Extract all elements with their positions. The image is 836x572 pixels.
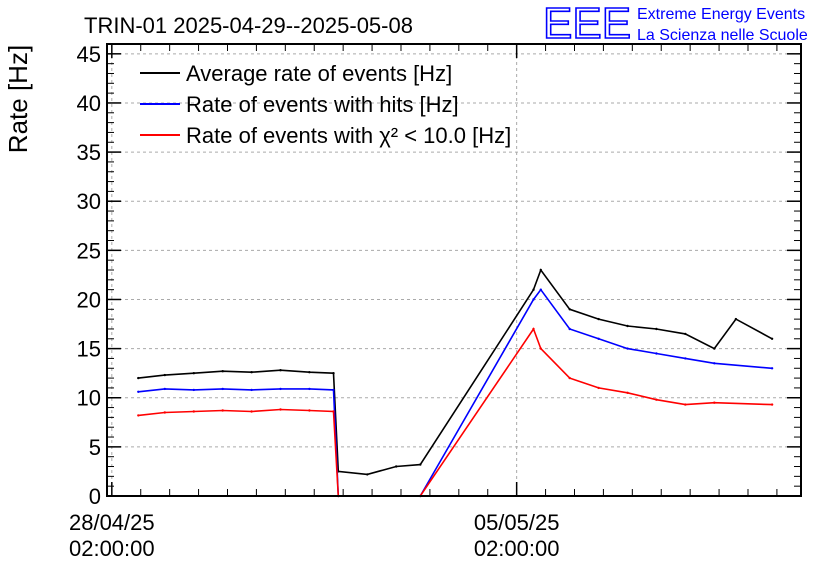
data-point: [770, 337, 774, 340]
data-point: [308, 371, 311, 374]
y-tick-label: 30: [77, 189, 101, 214]
logo-mark: EEE: [543, 0, 631, 48]
data-point: [279, 369, 282, 372]
y-tick-label: 10: [77, 386, 101, 411]
series-line: [138, 327, 773, 497]
data-point: [221, 387, 224, 391]
data-point: [532, 298, 535, 301]
data-point: [655, 327, 658, 331]
y-tick-label: 5: [89, 435, 101, 460]
data-point: [192, 410, 195, 413]
data-point: [163, 411, 166, 414]
data-point: [137, 414, 140, 417]
data-point: [192, 388, 195, 392]
logo-line-1: Extreme Energy Events: [637, 6, 805, 23]
y-tick-label: 35: [77, 140, 101, 165]
data-point: [532, 327, 535, 331]
y-tick-label: 45: [77, 42, 101, 67]
data-point: [137, 376, 140, 380]
eee-logo: EEE Extreme Energy Events La Scienza nel…: [542, 0, 808, 49]
data-point: [332, 372, 335, 375]
data-point: [734, 317, 738, 321]
y-tick-label: 0: [89, 484, 101, 509]
data-point: [568, 376, 571, 380]
data-point: [626, 324, 629, 328]
series-line: [138, 268, 773, 476]
chart-title: TRIN-01 2025-04-29--2025-05-08: [84, 13, 413, 38]
data-point: [163, 387, 166, 391]
data-point: [684, 403, 687, 406]
x-tick-label-time: 02:00:00: [474, 536, 560, 561]
legend-entry: Rate of events with χ² < 10.0 [Hz]: [186, 123, 511, 148]
data-point: [770, 367, 774, 370]
data-point: [655, 352, 658, 355]
data-point: [221, 370, 224, 373]
data-point: [568, 308, 571, 311]
data-point: [137, 390, 140, 393]
data-point: [597, 337, 600, 340]
data-point: [713, 362, 716, 365]
legend-entry: Average rate of events [Hz]: [186, 61, 452, 86]
y-tick-label: 25: [77, 238, 101, 263]
x-tick-label-date: 28/04/25: [69, 510, 155, 535]
data-point: [279, 387, 282, 391]
x-tick-label-time: 02:00:00: [69, 536, 155, 561]
data-point: [626, 391, 629, 394]
grid: [107, 44, 801, 496]
data-point: [684, 357, 687, 360]
data-point: [626, 347, 629, 350]
data-point: [713, 347, 716, 350]
data-point: [279, 408, 282, 411]
axes: 05101520253035404528/04/2502:00:0005/05/…: [69, 42, 801, 561]
series-line: [138, 288, 773, 497]
data-point: [332, 388, 335, 392]
y-tick-label: 40: [77, 91, 101, 116]
x-tick-label-date: 05/05/25: [474, 510, 560, 535]
y-axis-title: Rate [Hz]: [3, 45, 33, 153]
logo-line-2: La Scienza nelle Scuole: [637, 27, 808, 44]
data-point: [332, 410, 335, 413]
data-point: [163, 373, 166, 377]
data-point: [655, 398, 658, 401]
data-point: [770, 403, 774, 406]
data-point: [684, 332, 687, 336]
data-point: [308, 409, 311, 412]
y-tick-label: 15: [77, 337, 101, 362]
y-tick-label: 20: [77, 287, 101, 312]
data-point: [713, 401, 716, 404]
series-layer: [137, 268, 774, 498]
data-point: [539, 288, 542, 291]
data-point: [539, 347, 542, 350]
legend: Average rate of events [Hz] Rate of event…: [140, 61, 511, 148]
data-point: [532, 288, 535, 291]
data-point: [419, 463, 422, 466]
data-point: [395, 465, 398, 468]
legend-entry: Rate of events with hits [Hz]: [186, 92, 459, 117]
data-point: [250, 371, 253, 374]
data-point: [539, 268, 542, 272]
data-point: [568, 327, 571, 331]
data-point: [250, 410, 253, 413]
data-point: [366, 473, 369, 476]
data-point: [597, 386, 600, 390]
data-point: [221, 409, 224, 412]
data-point: [308, 387, 311, 391]
data-point: [250, 388, 253, 392]
data-point: [192, 372, 195, 375]
data-point: [597, 317, 600, 321]
